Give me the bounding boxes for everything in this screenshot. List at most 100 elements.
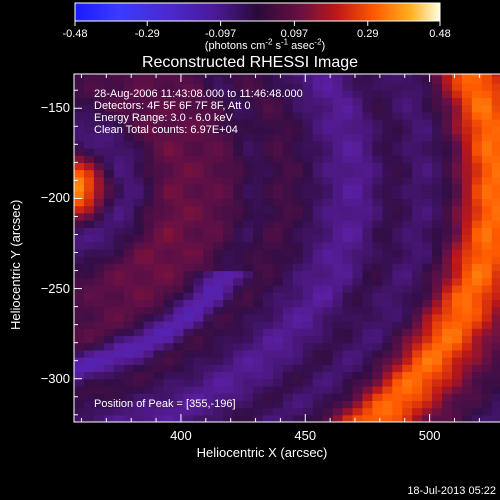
heatmap-cell xyxy=(362,234,374,243)
heatmap-cell xyxy=(342,277,354,286)
heatmap-cell xyxy=(332,292,344,300)
heatmap-cell xyxy=(262,140,274,149)
heatmap-cell xyxy=(481,83,493,91)
heatmap-cell xyxy=(312,83,324,91)
heatmap-cell xyxy=(471,176,483,185)
heatmap-cell xyxy=(282,313,294,322)
heatmap-cell xyxy=(402,342,413,351)
heatmap-cell xyxy=(382,119,393,127)
heatmap-cell xyxy=(93,191,105,200)
heatmap-cell xyxy=(332,119,344,127)
heatmap-cell xyxy=(253,342,264,351)
heatmap-cell xyxy=(402,220,413,228)
heatmap-cell xyxy=(422,299,433,308)
heatmap-cell xyxy=(372,299,383,308)
heatmap-cell xyxy=(382,385,393,394)
heatmap-cell xyxy=(213,335,224,344)
heatmap-cell xyxy=(262,74,274,77)
heatmap-cell xyxy=(312,198,324,207)
heatmap-cell xyxy=(103,241,115,250)
heatmap-cell xyxy=(412,111,423,120)
heatmap-cell xyxy=(93,234,105,243)
heatmap-cell xyxy=(193,162,204,171)
heatmap-cell xyxy=(412,328,423,337)
heatmap-cell xyxy=(93,328,105,337)
heatmap-cell xyxy=(312,342,324,351)
heatmap-cell xyxy=(262,111,274,120)
heatmap-cell xyxy=(262,212,274,221)
heatmap-cell xyxy=(253,176,264,185)
heatmap-cell xyxy=(402,256,413,264)
heatmap-cell xyxy=(193,306,204,315)
heatmap-cell xyxy=(133,183,145,192)
heatmap-cell xyxy=(163,328,175,337)
heatmap-cell xyxy=(312,169,324,178)
heatmap-cell xyxy=(223,119,234,127)
heatmap-cell xyxy=(342,234,354,243)
heatmap-cell xyxy=(481,371,493,380)
heatmap-cell xyxy=(412,162,423,171)
heatmap-cell xyxy=(302,111,314,120)
heatmap-cell xyxy=(471,74,483,77)
heatmap-cell xyxy=(461,277,473,286)
heatmap-cell xyxy=(203,277,214,286)
heatmap-cell xyxy=(113,357,125,365)
heatmap-cell xyxy=(402,313,413,322)
heatmap-cell xyxy=(392,74,403,77)
heatmap-cell xyxy=(342,284,354,293)
heatmap-cell xyxy=(272,284,284,293)
heatmap-cell xyxy=(412,198,423,207)
heatmap-cell xyxy=(352,191,364,200)
heatmap-cell xyxy=(432,126,443,135)
heatmap-cell xyxy=(183,385,194,394)
heatmap-cell xyxy=(213,306,224,315)
heatmap-cell xyxy=(163,220,175,228)
heatmap-cell xyxy=(312,126,324,135)
heatmap-cell xyxy=(213,176,224,185)
colorbar-tick-label: 0.29 xyxy=(357,28,379,40)
heatmap-cell xyxy=(481,162,493,171)
heatmap-cell xyxy=(461,205,473,214)
heatmap-cell xyxy=(93,277,105,286)
heatmap-cell xyxy=(153,147,165,156)
heatmap-cell xyxy=(133,147,145,156)
heatmap-cell xyxy=(173,342,185,351)
heatmap-cell xyxy=(422,205,433,214)
heatmap-cell xyxy=(173,400,185,409)
heatmap-cell xyxy=(451,234,463,243)
heatmap-cell xyxy=(223,126,234,135)
heatmap-cell xyxy=(262,371,274,380)
heatmap-cell xyxy=(183,74,194,77)
heatmap-cell xyxy=(233,104,244,113)
heatmap-cell xyxy=(432,393,443,401)
heatmap-cell xyxy=(362,256,374,264)
heatmap-cell xyxy=(312,97,324,106)
heatmap-cell xyxy=(233,205,244,214)
heatmap-cell xyxy=(322,349,334,358)
heatmap-cell xyxy=(451,270,463,279)
heatmap-cell xyxy=(352,270,364,279)
heatmap-cell xyxy=(422,126,433,135)
heatmap-cell xyxy=(83,306,95,315)
heatmap-cell xyxy=(143,176,155,185)
heatmap-cell xyxy=(74,313,85,322)
heatmap-cell xyxy=(422,400,433,409)
heatmap-cell xyxy=(193,349,204,358)
y-tick-label: −300 xyxy=(40,370,70,386)
heatmap-cell xyxy=(123,75,135,84)
heatmap-cell xyxy=(292,256,304,264)
heatmap-cell xyxy=(422,83,433,91)
heatmap-cell xyxy=(322,248,334,257)
colorbar-tick-label: -0.29 xyxy=(134,28,160,40)
heatmap-cell xyxy=(392,414,403,422)
heatmap-cell xyxy=(382,393,393,401)
heatmap-cell xyxy=(292,111,304,120)
heatmap-cell xyxy=(183,169,194,178)
heatmap-cell xyxy=(471,155,483,163)
heatmap-cell xyxy=(451,220,463,228)
heatmap-cell xyxy=(233,385,244,394)
heatmap-cell xyxy=(272,306,284,315)
heatmap-cell xyxy=(412,270,423,279)
heatmap-cell xyxy=(123,162,135,171)
heatmap-cell xyxy=(481,393,493,401)
